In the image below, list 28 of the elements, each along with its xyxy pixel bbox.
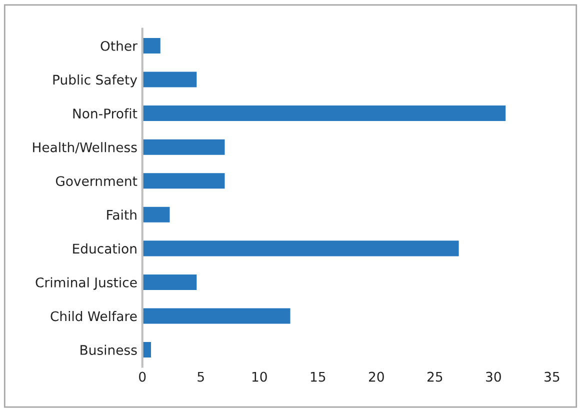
bar bbox=[142, 306, 292, 326]
x-tick-label: 35 bbox=[544, 372, 560, 382]
x-tick-label: 15 bbox=[310, 372, 326, 382]
bar bbox=[142, 239, 460, 258]
y-tick-label: Child Welfare bbox=[50, 310, 137, 322]
bar bbox=[142, 104, 508, 122]
y-tick-label: Health/Wellness bbox=[33, 142, 137, 154]
bar bbox=[142, 206, 172, 224]
y-tick-label: Business bbox=[80, 344, 137, 355]
y-tick-label: Faith bbox=[107, 210, 136, 220]
x-tick-label: 0 bbox=[139, 372, 146, 382]
bar bbox=[142, 172, 226, 190]
x-tick-label: 25 bbox=[427, 372, 442, 382]
x-tick-label: 30 bbox=[486, 372, 501, 382]
y-tick-label: Other bbox=[100, 40, 138, 51]
y-tick-label: Government bbox=[56, 176, 138, 186]
y-tick-label: Public Safety bbox=[53, 74, 138, 88]
bar bbox=[142, 36, 162, 55]
y-tick-label: Education bbox=[73, 243, 136, 254]
bar bbox=[142, 70, 198, 89]
x-tick-label: 20 bbox=[368, 372, 384, 382]
bar bbox=[142, 273, 198, 292]
bar bbox=[142, 138, 226, 156]
bar bbox=[142, 340, 152, 359]
x-tick-label: 10 bbox=[252, 372, 267, 382]
y-tick-label: Non-Profit bbox=[73, 108, 138, 118]
y-tick-label: Criminal Justice bbox=[36, 277, 137, 290]
x-tick-label: 5 bbox=[198, 372, 204, 382]
